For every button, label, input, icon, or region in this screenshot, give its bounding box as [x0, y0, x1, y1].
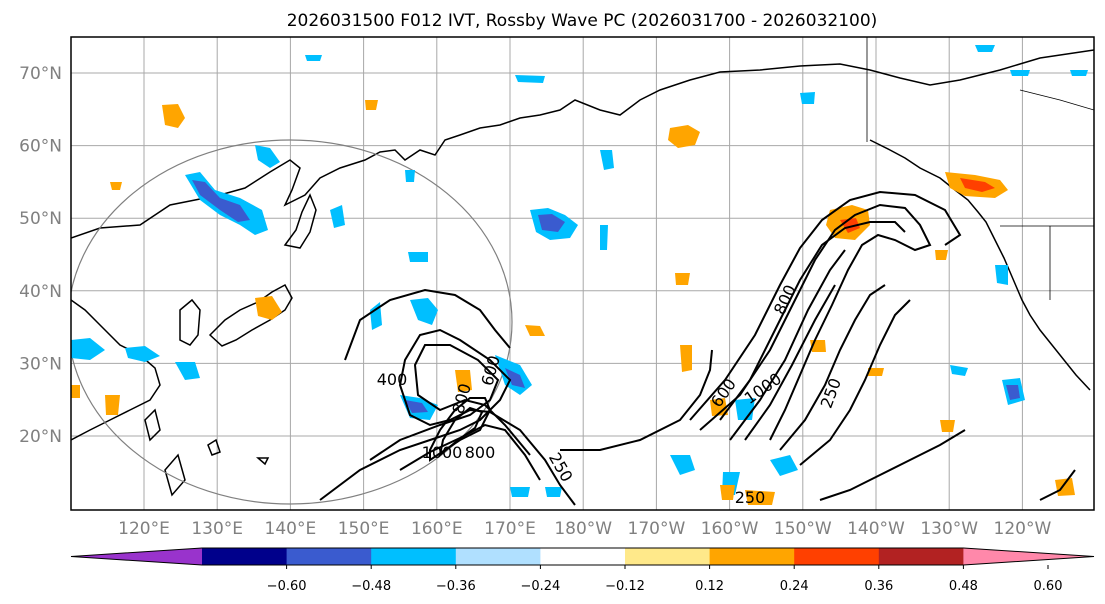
longitude-label: 150°E — [338, 519, 390, 539]
colorbar-swatch — [286, 548, 372, 565]
longitude-label: 170°W — [628, 519, 686, 539]
latitude-label: 60°N — [19, 137, 62, 157]
colorbar-swatch — [709, 548, 795, 565]
longitude-label: 150°W — [774, 519, 832, 539]
contour-label: 250 — [735, 488, 766, 507]
colorbar-tick-label: −0.60 — [267, 579, 307, 594]
colorbar — [70, 547, 1095, 566]
colorbar-tick-label: 0.12 — [695, 579, 724, 594]
latitude-label: 20°N — [19, 427, 62, 447]
coastlines — [71, 49, 1094, 497]
figure-title: 2026031500 F012 IVT, Rossby Wave PC (202… — [287, 11, 878, 31]
longitude-label: 130°W — [920, 519, 978, 539]
longitude-label: 120°W — [994, 519, 1052, 539]
latitude-labels: 70°N 60°N 50°N 40°N 30°N 20°N — [19, 64, 62, 447]
colorbar-tick-label: −0.48 — [351, 579, 391, 594]
longitude-label: 170°E — [484, 519, 536, 539]
longitude-label: 130°E — [191, 519, 243, 539]
colorbar-tick-label: −0.12 — [605, 579, 645, 594]
latitude-label: 70°N — [19, 64, 62, 84]
borders — [866, 37, 1094, 300]
colorbar-swatch — [794, 548, 880, 565]
colorbar-swatch — [455, 548, 541, 565]
colorbar-swatch — [625, 548, 711, 565]
ivt-contours — [319, 190, 1076, 506]
colorbar-extend-max — [963, 548, 1094, 565]
reference-circle — [71, 139, 513, 505]
contour-label: 800 — [465, 443, 496, 462]
longitude-label: 140°E — [265, 519, 317, 539]
longitude-label: 180°W — [554, 519, 612, 539]
longitude-label: 160°E — [411, 519, 463, 539]
latitude-label: 40°N — [19, 282, 62, 302]
colorbar-swatch — [371, 548, 457, 565]
longitude-label: 120°E — [118, 519, 170, 539]
longitude-labels: 120°E 130°E 140°E 150°E 160°E 170°E 180°W 170°W… — [118, 519, 1051, 539]
colorbar-tick-label: 0.48 — [949, 579, 978, 594]
latitude-label: 30°N — [19, 354, 62, 374]
colorbar-swatch — [202, 548, 288, 565]
map-frame — [70, 36, 1095, 511]
latitude-label: 50°N — [19, 209, 62, 229]
contour-label: 1000 — [422, 443, 463, 462]
colorbar-tick-labels: −0.60 −0.48 −0.36 −0.24 −0.12 0.12 0.24 0.36 0.4… — [267, 565, 1063, 594]
longitude-label: 140°W — [847, 519, 905, 539]
map-background — [71, 37, 1094, 510]
contour-label: 400 — [377, 370, 408, 389]
shaded-anomalies — [71, 45, 1088, 505]
colorbar-extend-min — [71, 548, 202, 565]
colorbar-tick-label: −0.36 — [436, 579, 476, 594]
colorbar-tick-label: −0.24 — [520, 579, 560, 594]
colorbar-swatch — [878, 548, 964, 565]
colorbar-tick-label: 0.60 — [1034, 579, 1063, 594]
longitude-label: 160°W — [701, 519, 759, 539]
colorbar-tick-label: 0.36 — [864, 579, 893, 594]
colorbar-tick-label: 0.24 — [780, 579, 809, 594]
colorbar-swatch — [540, 548, 626, 565]
colorbar-outline — [70, 547, 1095, 566]
